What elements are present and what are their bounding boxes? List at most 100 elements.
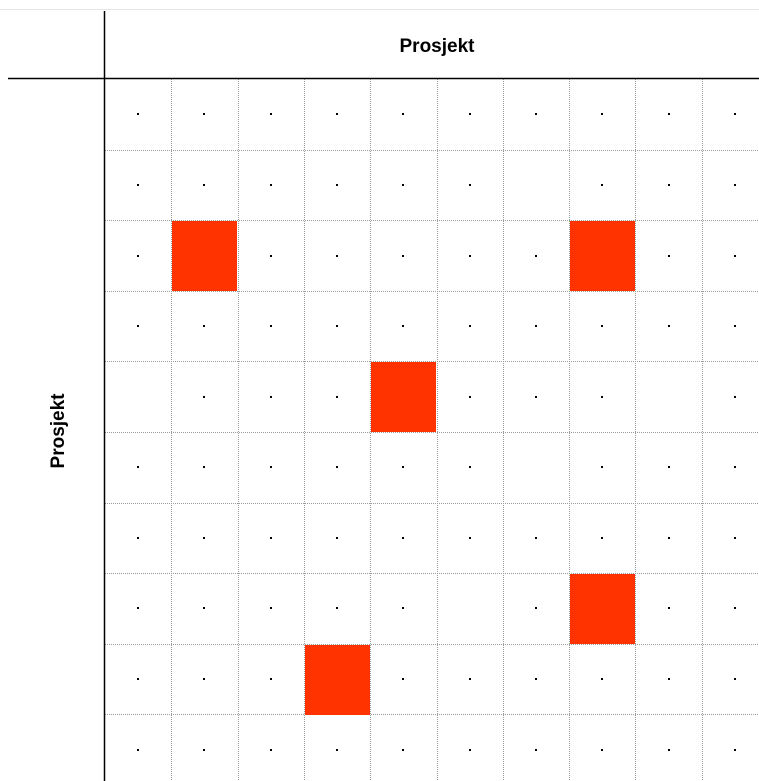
cell-dot-marker: [270, 678, 272, 680]
highlighted-cell: [371, 362, 436, 432]
cell-dot-marker: [203, 678, 205, 680]
cell-dot-marker: [402, 466, 404, 468]
cell-dot-marker: [734, 396, 736, 398]
cell-dot-marker: [469, 537, 471, 539]
cell-dot-marker: [601, 184, 603, 186]
cell-dot-marker: [270, 325, 272, 327]
cell-dot-marker: [601, 113, 603, 115]
cell-dot-marker: [137, 678, 139, 680]
cell-dot-marker: [469, 678, 471, 680]
cell-dot-marker: [270, 113, 272, 115]
cell-dot-marker: [402, 607, 404, 609]
cell-dot-marker: [601, 466, 603, 468]
cell-dot-marker: [402, 749, 404, 751]
cell-dot-marker: [734, 325, 736, 327]
cell-dot-marker: [668, 325, 670, 327]
cell-dot-marker: [402, 184, 404, 186]
cell-dot-marker: [270, 607, 272, 609]
cell-dot-marker: [535, 607, 537, 609]
cell-dot-marker: [469, 255, 471, 257]
cell-dot-marker: [601, 396, 603, 398]
cell-dot-marker: [137, 325, 139, 327]
cell-dot-marker: [469, 466, 471, 468]
cell-dot-marker: [469, 184, 471, 186]
cell-dot-marker: [137, 749, 139, 751]
cell-dot-marker: [402, 325, 404, 327]
cell-dot-marker: [336, 537, 338, 539]
cell-dot-marker: [734, 466, 736, 468]
cell-dot-marker: [270, 255, 272, 257]
cell-dot-marker: [137, 537, 139, 539]
cell-dot-marker: [203, 749, 205, 751]
cell-dot-marker: [137, 184, 139, 186]
cell-dot-marker: [668, 607, 670, 609]
cell-dot-marker: [734, 184, 736, 186]
cell-dot-marker: [668, 537, 670, 539]
cell-dot-marker: [336, 749, 338, 751]
highlighted-cell: [570, 221, 635, 291]
highlighted-cell: [305, 645, 370, 715]
cell-dot-marker: [535, 749, 537, 751]
cell-dot-marker: [203, 325, 205, 327]
cell-dot-marker: [601, 678, 603, 680]
cell-dot-marker: [469, 749, 471, 751]
cell-dot-marker: [336, 396, 338, 398]
highlighted-cell: [570, 574, 635, 644]
cell-dot-marker: [601, 749, 603, 751]
cell-dot-marker: [535, 325, 537, 327]
cell-dot-marker: [535, 678, 537, 680]
cell-dot-marker: [734, 678, 736, 680]
cell-dot-marker: [137, 607, 139, 609]
cell-dot-marker: [535, 396, 537, 398]
cell-dot-marker: [469, 325, 471, 327]
matrix-cells: [137, 113, 736, 751]
cell-dot-marker: [336, 184, 338, 186]
cell-dot-marker: [203, 396, 205, 398]
cell-dot-marker: [336, 255, 338, 257]
cell-dot-marker: [469, 113, 471, 115]
cell-dot-marker: [137, 113, 139, 115]
cell-dot-marker: [336, 113, 338, 115]
cell-dot-marker: [668, 749, 670, 751]
cell-dot-marker: [137, 466, 139, 468]
cell-dot-marker: [402, 255, 404, 257]
cell-dot-marker: [336, 466, 338, 468]
cell-dot-marker: [402, 678, 404, 680]
cell-dot-marker: [203, 537, 205, 539]
cell-dot-marker: [668, 113, 670, 115]
grid-lines: [105, 79, 759, 781]
cell-dot-marker: [668, 466, 670, 468]
cell-dot-marker: [535, 113, 537, 115]
cell-dot-marker: [270, 184, 272, 186]
cell-dot-marker: [336, 325, 338, 327]
cell-dot-marker: [734, 537, 736, 539]
cell-dot-marker: [601, 537, 603, 539]
cell-dot-marker: [203, 466, 205, 468]
cell-dot-marker: [137, 255, 139, 257]
cell-dot-marker: [668, 255, 670, 257]
cell-dot-marker: [270, 396, 272, 398]
cell-dot-marker: [668, 678, 670, 680]
cell-dot-marker: [535, 255, 537, 257]
x-axis-title: Prosjekt: [400, 36, 476, 57]
cell-dot-marker: [535, 537, 537, 539]
cell-dot-marker: [734, 749, 736, 751]
cell-dot-marker: [203, 607, 205, 609]
cell-dot-marker: [469, 396, 471, 398]
cell-dot-marker: [601, 325, 603, 327]
cell-dot-marker: [336, 607, 338, 609]
cell-dot-marker: [734, 113, 736, 115]
cell-dot-marker: [402, 113, 404, 115]
cell-dot-marker: [270, 537, 272, 539]
cell-dot-marker: [270, 749, 272, 751]
cell-dot-marker: [734, 255, 736, 257]
y-axis-title: Prosjekt: [48, 393, 69, 469]
cell-dot-marker: [734, 607, 736, 609]
highlighted-cell: [172, 221, 237, 291]
cell-dot-marker: [203, 184, 205, 186]
cell-dot-marker: [203, 113, 205, 115]
cell-dot-marker: [668, 184, 670, 186]
cell-dot-marker: [402, 537, 404, 539]
